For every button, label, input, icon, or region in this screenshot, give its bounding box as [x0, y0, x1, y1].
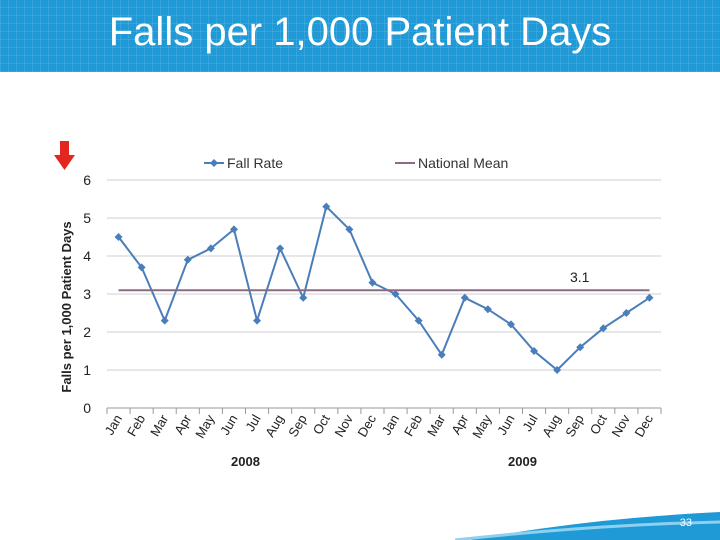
- x-tick-label: May: [469, 412, 495, 441]
- x-tick-label: Nov: [331, 412, 356, 440]
- x-tick-label: Jul: [519, 412, 540, 434]
- x-tick-label: Oct: [587, 412, 610, 437]
- x-tick-label: Jan: [102, 412, 125, 438]
- year-group-label: 2008: [231, 454, 260, 469]
- y-tick-label: 5: [83, 210, 91, 226]
- x-tick-label: Jan: [379, 412, 402, 438]
- title-banner: [0, 0, 720, 72]
- fall-rate-point: [322, 202, 331, 211]
- x-tick-label: Dec: [632, 412, 657, 440]
- y-tick-label: 0: [83, 400, 91, 416]
- x-tick-label: Sep: [562, 412, 587, 440]
- x-tick-label: Mar: [424, 411, 449, 438]
- x-tick-label: Aug: [539, 412, 564, 440]
- y-tick-label: 6: [83, 172, 91, 188]
- y-tick-label: 1: [83, 362, 91, 378]
- footer-band: [0, 510, 720, 540]
- slide-title: Falls per 1,000 Patient Days: [108, 10, 612, 54]
- series-layer: [114, 202, 654, 374]
- x-tick-label: Jun: [217, 412, 240, 438]
- fall-rate-line: [117, 204, 651, 372]
- fall-rate-point: [506, 320, 515, 329]
- fall-rate-point: [137, 263, 146, 272]
- fall-rate-point: [483, 305, 492, 314]
- fall-rate-point: [530, 347, 539, 355]
- x-tick-label: Oct: [310, 412, 333, 437]
- year-group-label: 2009: [508, 454, 537, 469]
- fall-rate-point: [299, 293, 308, 302]
- fall-rate-point: [391, 290, 400, 298]
- legend-label: Fall Rate: [227, 155, 283, 171]
- fall-rate-point: [576, 343, 585, 352]
- y-tick-label: 4: [83, 248, 91, 264]
- y-axis-label: Falls per 1,000 Patient Days: [59, 221, 74, 392]
- x-tick-label: Mar: [147, 411, 172, 438]
- x-tick-label: Sep: [285, 412, 310, 440]
- y-tick-label: 3: [83, 286, 91, 302]
- fall-rate-point: [645, 293, 654, 302]
- gridlines: [107, 179, 661, 371]
- fall-rate-point: [460, 293, 469, 302]
- fall-rate-point: [622, 309, 631, 317]
- fall-rate-point: [368, 278, 377, 287]
- fall-rate-point: [414, 316, 423, 325]
- fall-rate-point: [276, 244, 285, 253]
- legend-label: National Mean: [418, 155, 508, 171]
- fall-rate-point: [206, 244, 215, 253]
- slide-number: 33: [679, 517, 692, 529]
- x-tick-label: May: [192, 412, 218, 441]
- mean-annotation: 3.1: [570, 269, 590, 285]
- x-tick-label: Dec: [355, 412, 380, 440]
- fall-rate-point: [599, 324, 608, 333]
- fall-rate-point: [553, 366, 562, 374]
- fall-rate-point: [437, 350, 446, 359]
- red-down-arrow-icon: [54, 141, 75, 170]
- fall-rate-point: [160, 316, 169, 325]
- y-tick-label: 2: [83, 324, 91, 340]
- x-tick-label: Feb: [124, 412, 148, 439]
- x-tick-label: Nov: [608, 412, 633, 440]
- legend: Fall Rate National Mean: [204, 155, 508, 171]
- x-tick-label: Aug: [262, 412, 287, 440]
- fall-rate-point: [114, 233, 123, 241]
- x-tick-label: Feb: [401, 412, 425, 439]
- fall-rate-point: [253, 316, 262, 325]
- fall-rate-point: [183, 255, 192, 264]
- x-tick-label: Jun: [494, 412, 517, 438]
- fall-rate-point: [345, 225, 354, 234]
- x-tick-label: Jul: [242, 412, 263, 434]
- legend-marker: [210, 159, 218, 167]
- fall-rate-point: [229, 225, 238, 234]
